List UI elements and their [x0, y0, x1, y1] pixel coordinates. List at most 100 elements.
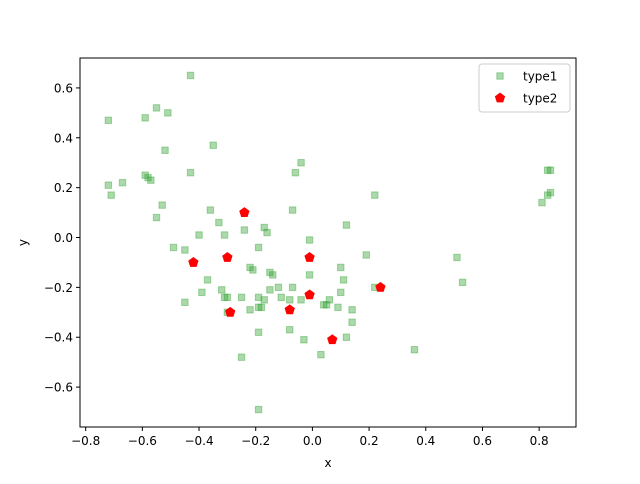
data-point-type1 [288, 283, 297, 292]
data-point-type1 [342, 333, 351, 341]
data-point-type1 [254, 303, 263, 312]
y-tick-label: −0.2 [44, 281, 73, 295]
legend-marker-type2 [494, 92, 506, 103]
data-point-type1 [297, 296, 305, 304]
y-tick-label: 0.4 [54, 131, 73, 145]
data-point-type1 [254, 293, 263, 302]
legend-marker-type1 [496, 72, 504, 80]
data-point-type1 [181, 246, 189, 254]
data-point-type1 [220, 293, 229, 302]
data-point-type1 [186, 71, 195, 80]
data-point-type1 [320, 301, 328, 309]
data-point-type1 [339, 276, 348, 284]
data-point-type1 [325, 296, 334, 304]
data-point-type1 [371, 191, 379, 199]
data-point-type1 [458, 278, 467, 287]
data-point-type1 [246, 306, 254, 314]
data-point-type1 [317, 350, 325, 359]
data-point-type1 [152, 213, 161, 222]
data-point-type1 [203, 276, 212, 284]
plot-frame [79, 57, 577, 428]
data-point-type2 [375, 281, 386, 292]
y-tick-label: 0.6 [54, 81, 73, 95]
data-point-type1 [337, 263, 345, 272]
legend-label-type2: type2 [523, 92, 557, 106]
data-point-type1 [240, 226, 249, 234]
data-point-type1 [291, 168, 300, 177]
x-tick-label: 0.4 [416, 434, 435, 448]
data-point-type1 [141, 171, 149, 179]
data-point-type1 [263, 228, 271, 237]
data-point-type2 [188, 257, 199, 267]
data-point-type1 [342, 221, 351, 229]
data-point-type1 [546, 166, 555, 174]
data-point-type1 [195, 231, 203, 239]
data-point-type1 [266, 286, 274, 294]
data-point-type1 [237, 353, 246, 361]
x-tick-label: −0.8 [71, 434, 100, 448]
x-tick-label: −0.6 [128, 434, 157, 448]
y-tick-label: −0.4 [44, 331, 73, 345]
data-point-type1 [269, 271, 277, 279]
data-point-type1 [300, 336, 308, 344]
data-point-type2 [327, 334, 338, 345]
x-axis-label: x [324, 456, 331, 470]
x-tick-label: 0.8 [530, 434, 549, 448]
data-point-type1 [158, 201, 166, 209]
data-point-type1 [543, 166, 552, 174]
data-point-type1 [260, 296, 268, 304]
data-point-type2 [225, 306, 236, 317]
data-point-type2 [222, 252, 233, 262]
data-point-type1 [362, 251, 370, 259]
data-point-type1 [169, 243, 178, 252]
data-point-type1 [266, 268, 274, 277]
data-point-type1 [260, 223, 268, 232]
x-tick-label: −0.2 [241, 434, 270, 448]
data-point-type2 [304, 252, 315, 262]
data-point-type1 [348, 318, 356, 326]
data-point-type1 [453, 253, 461, 262]
data-point-type1 [322, 301, 331, 309]
data-point-type1 [147, 176, 155, 184]
data-point-type1 [152, 104, 161, 112]
data-point-type1 [237, 293, 246, 302]
data-point-type2 [239, 207, 250, 217]
data-point-type1 [141, 114, 149, 122]
data-point-type1 [334, 303, 342, 312]
data-point-type1 [107, 191, 115, 199]
y-tick-label: 0.2 [54, 181, 73, 195]
y-tick-label: −0.6 [44, 381, 73, 395]
y-ticks: −0.6 −0.4 −0.2 0.0 0.2 0.4 0.6 [44, 81, 80, 395]
data-point-type1 [348, 306, 356, 314]
x-tick-label: 0.2 [360, 434, 379, 448]
data-point-type2 [304, 289, 315, 300]
data-point-type1 [305, 236, 314, 244]
legend-label-type1: type1 [523, 70, 557, 84]
data-point-type1 [181, 298, 189, 307]
data-point-type1 [337, 288, 345, 297]
data-point-type1 [215, 218, 223, 227]
data-point-type1 [538, 198, 546, 207]
data-point-type1 [218, 286, 226, 294]
data-point-type2 [284, 304, 295, 315]
data-point-type1 [246, 263, 254, 272]
data-point-type1 [305, 271, 314, 279]
data-point-type1 [223, 293, 232, 302]
data-point-type1 [410, 346, 419, 354]
data-point-type1 [288, 206, 297, 214]
data-point-type1 [104, 181, 113, 189]
y-tick-label: 0.0 [54, 231, 73, 245]
x-tick-label: −0.4 [184, 434, 213, 448]
data-point-type1 [198, 288, 206, 297]
data-point-type1 [257, 303, 266, 312]
x-ticks: −0.8 −0.6 −0.4 −0.2 0.0 0.2 0.4 0.6 0.8 [71, 427, 549, 448]
data-point-type1 [277, 293, 285, 302]
points-layer [104, 71, 555, 414]
data-point-type1 [164, 109, 172, 117]
legend-items: type1 type2 [494, 70, 557, 106]
data-point-type1 [209, 141, 217, 149]
data-point-type1 [286, 326, 294, 334]
data-point-type1 [186, 168, 195, 177]
